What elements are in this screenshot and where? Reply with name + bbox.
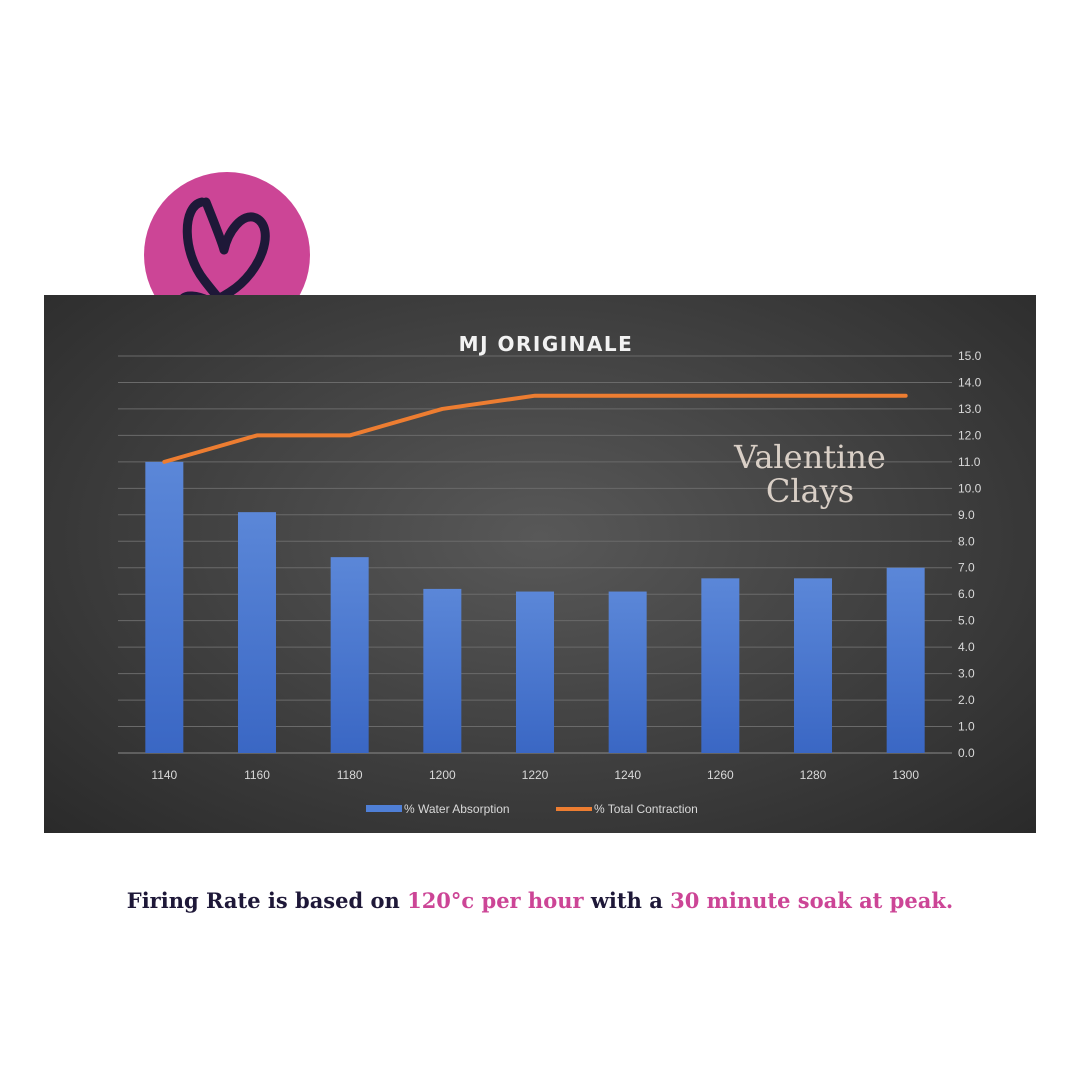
y-tick-label: 0.0 — [958, 746, 975, 760]
x-tick-label: 1240 — [614, 768, 641, 782]
y-tick-label: 9.0 — [958, 508, 975, 522]
x-tick-label: 1220 — [522, 768, 549, 782]
y-tick-label: 14.0 — [958, 375, 982, 389]
y-tick-label: 5.0 — [958, 614, 975, 628]
y-tick-label: 8.0 — [958, 534, 975, 548]
y-tick-label: 4.0 — [958, 640, 975, 654]
y-tick-label: 2.0 — [958, 693, 975, 707]
legend-label-total-contraction: % Total Contraction — [594, 802, 698, 816]
x-tick-label: 1260 — [707, 768, 734, 782]
bar-water-absorption-1140 — [145, 461, 184, 753]
firing-rate-caption: Firing Rate is based on 120°c per hour w… — [0, 888, 1080, 913]
y-tick-label: 7.0 — [958, 561, 975, 575]
y-tick-label: 15.0 — [958, 349, 982, 363]
x-tick-label: 1180 — [337, 768, 363, 782]
caption-soak: 30 minute soak at peak. — [670, 888, 954, 913]
y-tick-label: 6.0 — [958, 587, 975, 601]
caption-part3: with a — [583, 888, 671, 913]
caption-part1: Firing Rate is based on — [126, 888, 408, 913]
x-tick-label: 1280 — [800, 768, 827, 782]
bar-water-absorption-1300 — [886, 567, 925, 753]
bar-water-absorption-1280 — [794, 578, 832, 753]
bar-water-absorption-1220 — [516, 591, 554, 753]
y-tick-label: 12.0 — [958, 428, 982, 442]
watermark-line2: Clays — [765, 472, 855, 510]
chart-svg: MJ ORIGINALE 1140 1160 1180 1200 1220 1240 126… — [118, 332, 982, 816]
x-tick-label: 1160 — [244, 768, 270, 782]
valentine-clays-watermark: Valentine Clays — [690, 440, 930, 508]
y-tick-label: 3.0 — [958, 667, 975, 681]
bar-water-absorption-1260 — [701, 578, 740, 753]
x-tick-label: 1300 — [892, 768, 919, 782]
y-tick-label: 10.0 — [958, 481, 982, 495]
bar-water-absorption-1240 — [608, 591, 647, 753]
x-tick-label: 1140 — [151, 768, 177, 782]
bar-water-absorption-1200 — [423, 588, 462, 753]
x-tick-label: 1200 — [429, 768, 456, 782]
chart-title: MJ ORIGINALE — [459, 332, 634, 356]
y-tick-label: 11.0 — [958, 455, 981, 469]
legend-swatch-water-absorption — [366, 805, 402, 812]
caption-rate: 120°c per hour — [407, 888, 584, 913]
legend-label-water-absorption: % Water Absorption — [404, 802, 510, 816]
bar-water-absorption-1180 — [330, 557, 369, 753]
watermark-line1: Valentine — [734, 438, 886, 476]
y-tick-label: 1.0 — [958, 720, 975, 734]
bar-water-absorption-1160 — [238, 512, 276, 753]
y-tick-label: 13.0 — [958, 402, 982, 416]
chart-panel: MJ ORIGINALE 1140 1160 1180 1200 1220 1240 126… — [44, 295, 1036, 833]
